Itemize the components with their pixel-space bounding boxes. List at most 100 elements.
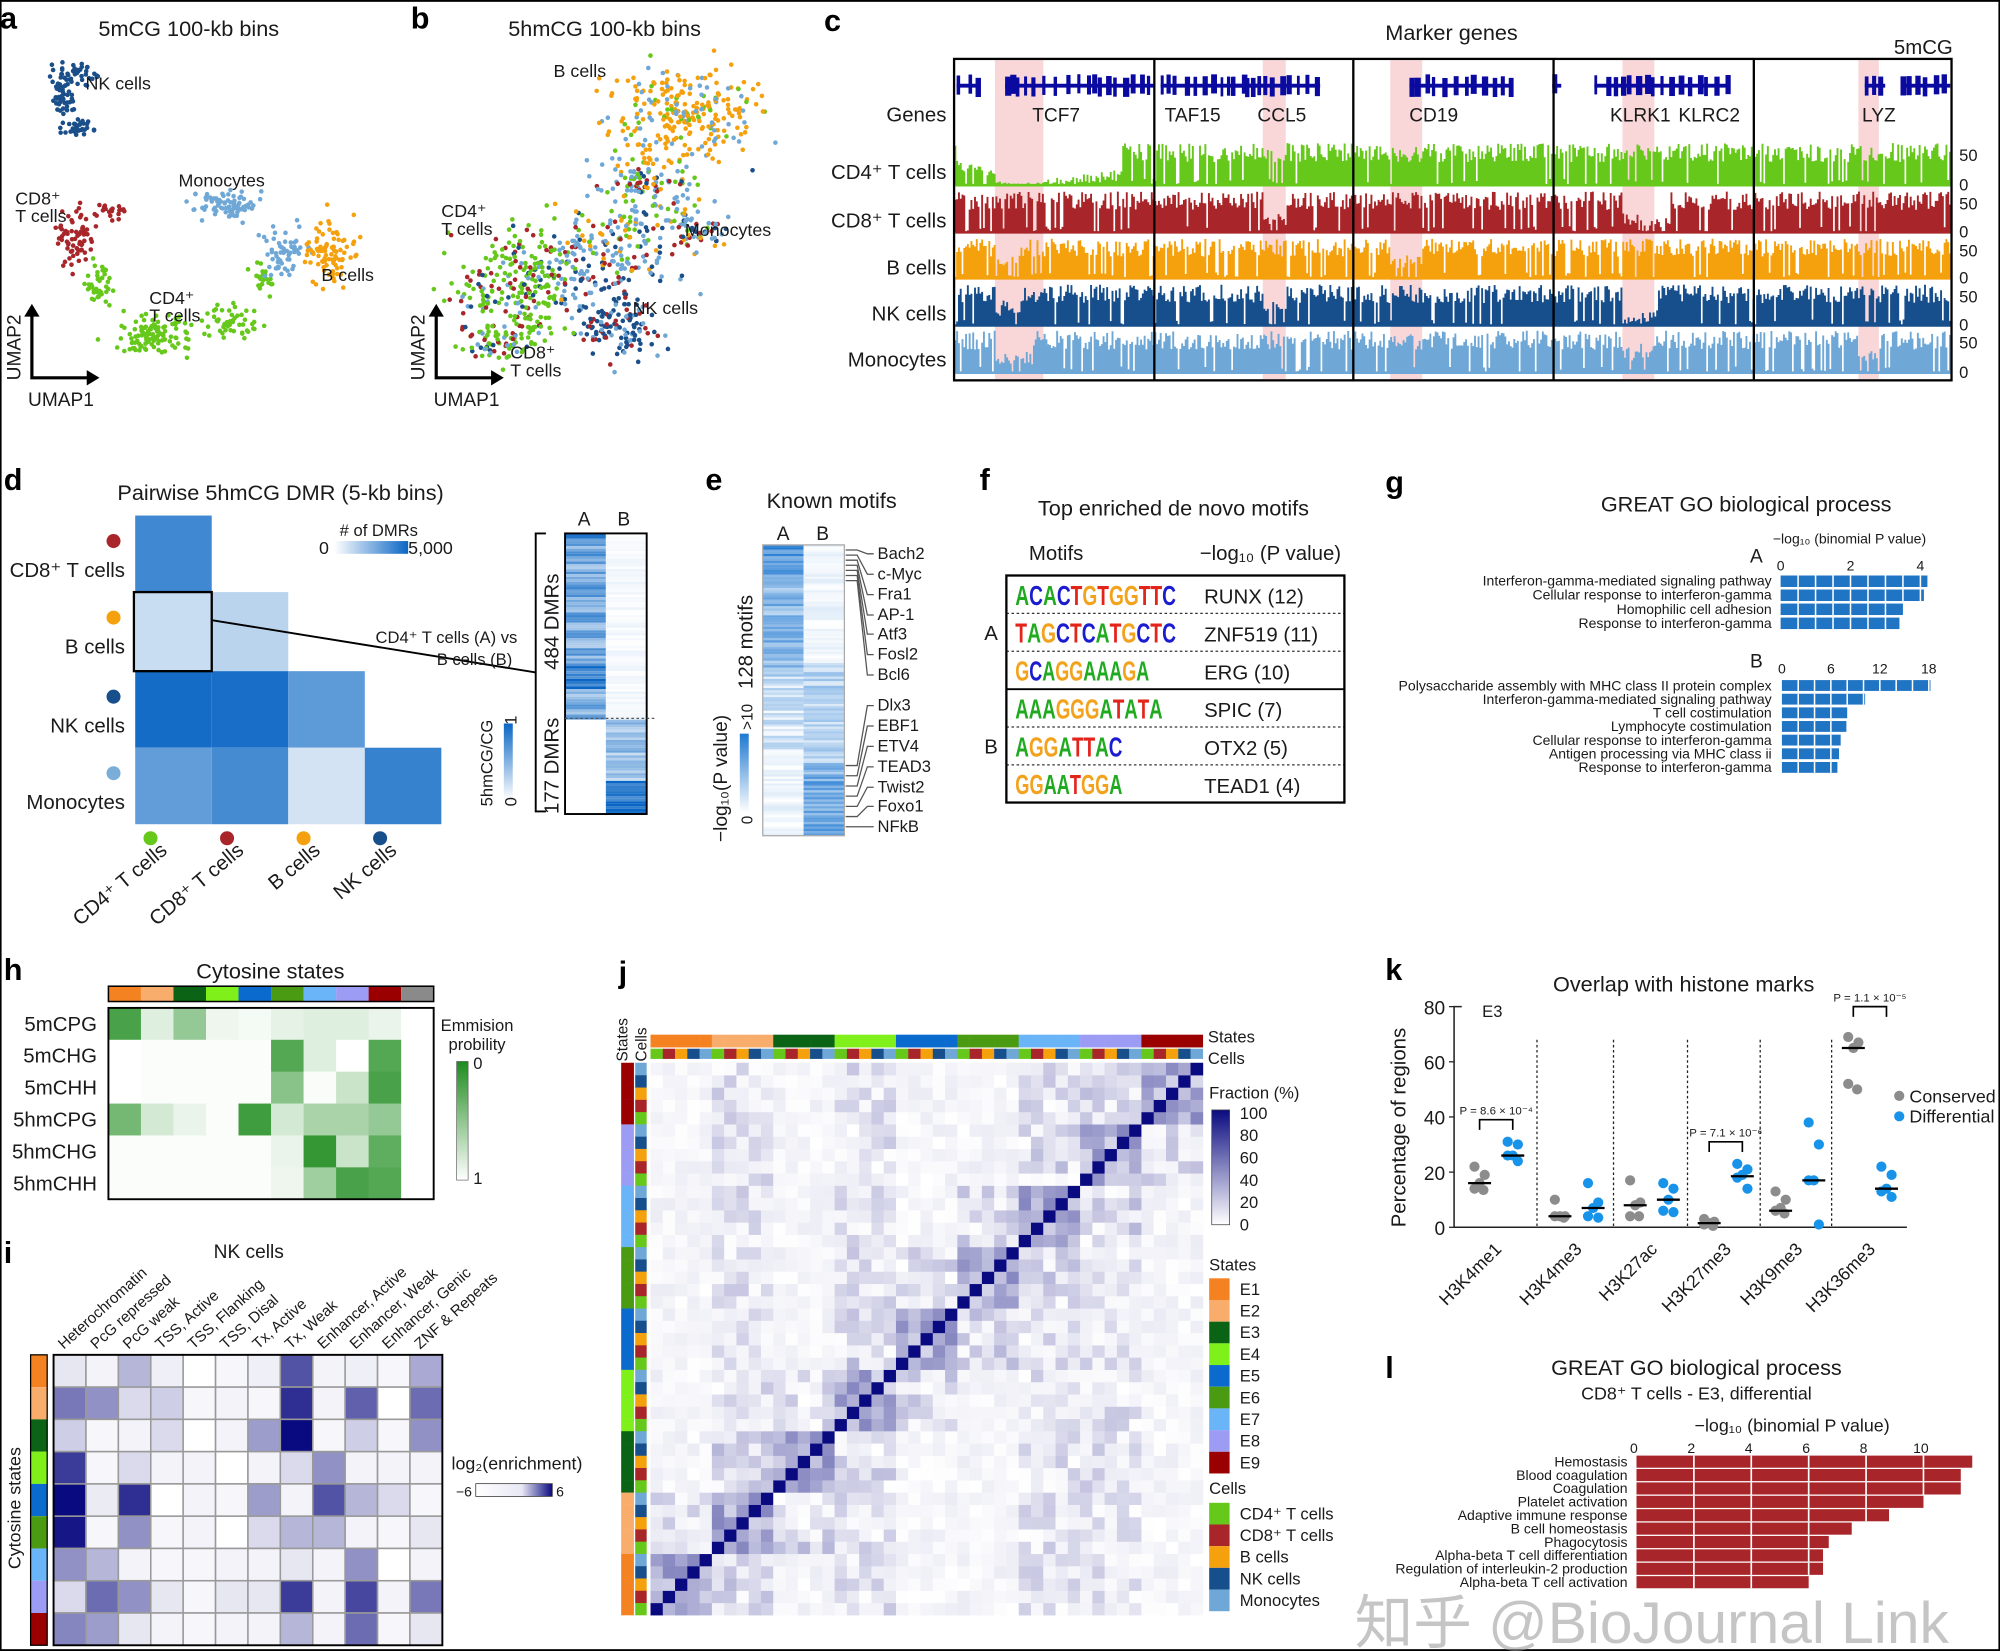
enrichment-cell	[311, 1450, 346, 1485]
fraction-cell	[1104, 1234, 1118, 1248]
cell-point	[573, 220, 578, 226]
fraction-cell	[920, 1430, 934, 1444]
fraction-cell	[760, 1369, 774, 1383]
fraction-cell	[994, 1529, 1007, 1542]
motif-cell	[762, 556, 804, 559]
dmr-stripe	[565, 745, 606, 748]
state-annotation	[1055, 1034, 1069, 1048]
cell-point	[670, 128, 676, 134]
fraction-cell	[748, 1541, 762, 1555]
motif-cell	[803, 740, 845, 743]
fraction-cell	[797, 1160, 811, 1174]
fraction-cell	[785, 1430, 799, 1444]
fraction-cell	[1006, 1565, 1020, 1579]
motif-table-frame	[1005, 574, 1346, 804]
cell-annotation	[1141, 1048, 1154, 1059]
fraction-cell	[1080, 1443, 1093, 1456]
fraction-cell	[797, 1210, 811, 1223]
cell-point	[664, 101, 670, 106]
fraction-cell	[981, 1320, 995, 1334]
motif-cell	[803, 626, 845, 630]
cell-point	[237, 322, 242, 328]
fraction-cell	[1116, 1087, 1130, 1100]
motif-cell	[762, 549, 804, 552]
emission-cell	[401, 1039, 435, 1073]
legend-gradient	[475, 1483, 553, 1497]
motif-base: T	[1110, 618, 1122, 649]
fraction-cell	[957, 1087, 970, 1100]
cell-point	[735, 125, 740, 131]
fraction-cell	[1067, 1185, 1081, 1199]
fraction-cell	[675, 1467, 688, 1481]
dmr-stripe	[565, 699, 606, 702]
fraction-cell	[699, 1185, 713, 1199]
state-annotation	[1178, 1034, 1191, 1048]
cell-point	[518, 331, 524, 337]
cell-annotation	[635, 1578, 647, 1591]
fraction-cell	[945, 1541, 958, 1555]
fraction-cell	[773, 1234, 786, 1248]
fraction-cell	[1067, 1332, 1081, 1346]
cell-point	[316, 229, 322, 234]
dmr-stripe	[605, 734, 647, 738]
fraction-cell	[773, 1553, 786, 1567]
cell-point	[737, 114, 743, 120]
fraction-cell	[1055, 1210, 1069, 1223]
fraction-cell	[797, 1480, 811, 1493]
cell-point	[506, 240, 512, 245]
cell-point	[499, 247, 505, 252]
fraction-cell	[1067, 1197, 1081, 1211]
cell-point	[153, 313, 159, 319]
cell-point	[562, 277, 568, 282]
fraction-cell	[1153, 1099, 1167, 1113]
fraction-cell	[724, 1516, 737, 1530]
fraction-cell	[1030, 1099, 1044, 1113]
cell-point	[84, 65, 90, 70]
motif-cell	[803, 710, 845, 714]
cell-point	[66, 121, 72, 127]
fraction-cell	[810, 1565, 823, 1579]
cell-point	[609, 258, 615, 264]
fraction-cell	[1153, 1148, 1167, 1162]
cell-point	[590, 337, 596, 343]
dmr-stripe	[565, 742, 606, 746]
fraction-cell	[1067, 1124, 1081, 1137]
state-annotation	[859, 1034, 872, 1048]
emission-cell	[108, 1071, 142, 1104]
fraction-cell	[662, 1111, 676, 1125]
fraction-cell	[957, 1553, 970, 1567]
cell-annotation	[635, 1430, 647, 1444]
fraction-cell	[834, 1295, 848, 1309]
fraction-cell	[981, 1332, 995, 1346]
fraction-cell	[1116, 1271, 1130, 1285]
cell-point	[708, 131, 714, 137]
motif-cell	[803, 613, 845, 616]
fraction-cell	[687, 1443, 700, 1456]
cell-point	[514, 349, 520, 355]
fraction-cell	[724, 1283, 737, 1297]
fraction-cell	[736, 1295, 750, 1309]
cell-point	[223, 327, 228, 333]
fraction-cell	[871, 1492, 885, 1505]
cell-point	[682, 120, 687, 125]
exon	[1230, 76, 1235, 96]
fraction-cell	[736, 1148, 750, 1162]
state-color-swatch	[303, 986, 337, 1002]
motif-base: G	[1081, 769, 1095, 800]
cell-point	[55, 81, 61, 87]
cell-point	[226, 308, 232, 313]
fraction-cell	[773, 1492, 786, 1505]
panel-d: d Pairwise 5hmCG DMR (5-kb bins)CD8⁺ T ce…	[4, 463, 657, 930]
cell-point	[143, 324, 149, 330]
cell-point	[151, 344, 157, 350]
fraction-cell	[1080, 1099, 1093, 1113]
cell-point	[644, 252, 649, 258]
cell-point	[189, 322, 194, 328]
fraction-cell	[969, 1394, 983, 1407]
fraction-cell	[1006, 1345, 1020, 1358]
fraction-cell	[920, 1062, 934, 1076]
fraction-cell	[981, 1516, 995, 1530]
fraction-cell	[1043, 1283, 1056, 1297]
motif-cell	[762, 817, 804, 820]
cell-point	[490, 342, 496, 348]
